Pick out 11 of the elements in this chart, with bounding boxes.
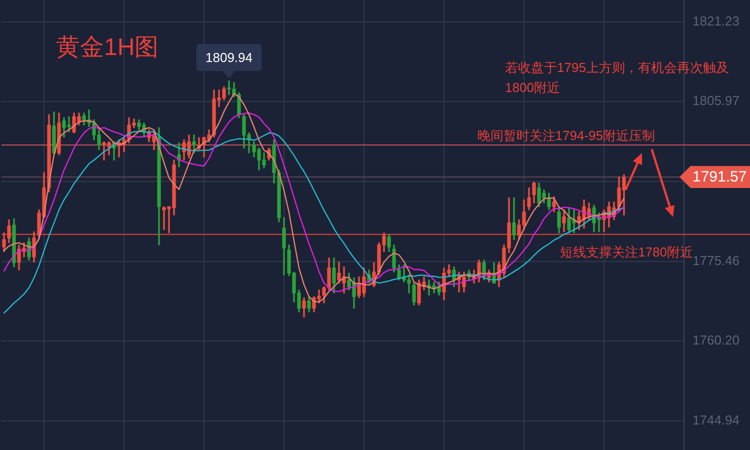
y-tick-label: 1760.20 xyxy=(692,332,740,348)
y-tick-label: 1775.46 xyxy=(692,252,740,268)
text: 黄金1H图 xyxy=(56,34,159,62)
annotation: 若收盘于1795上方则，有机会再次触及1800附近 xyxy=(505,60,729,95)
y-tick-label: 1821.23 xyxy=(692,13,740,28)
y-tick-label: 1744.94 xyxy=(692,412,740,428)
ref-line-label: 晚间暂时关注1794-95附近压制 xyxy=(477,128,655,144)
ref-line-label: 短线支撑关注1780附近 xyxy=(560,244,693,260)
y-tick-label: 1805.97 xyxy=(692,93,740,108)
ref-line-label: 1791.57 xyxy=(692,168,747,186)
annotation: 1809.94 xyxy=(196,44,262,72)
